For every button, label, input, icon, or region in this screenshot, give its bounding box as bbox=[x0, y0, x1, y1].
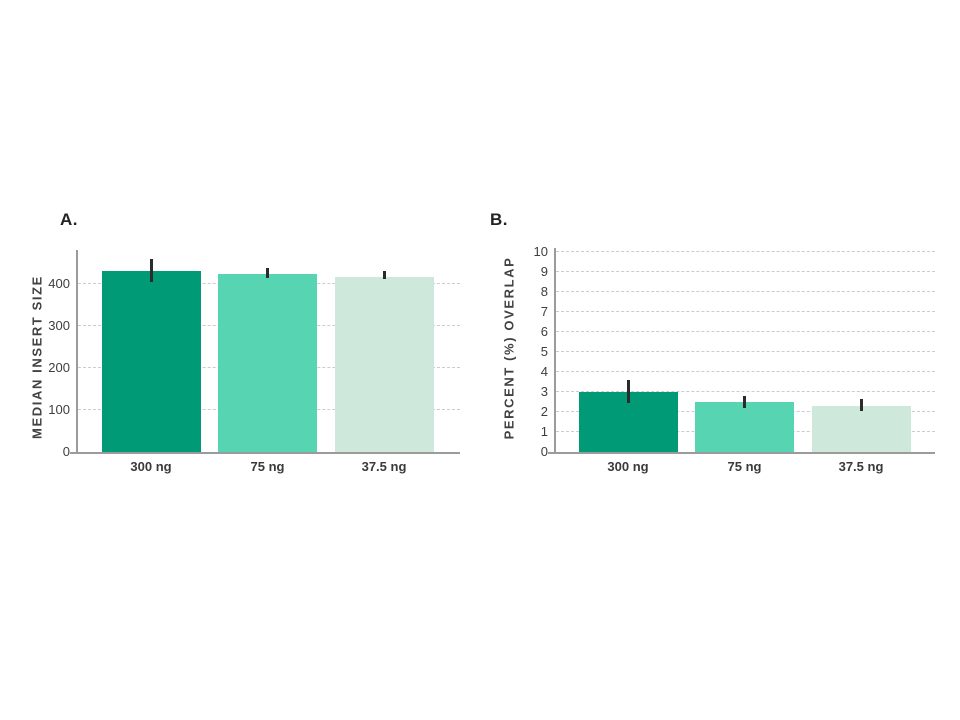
y-tick-label: 0 bbox=[62, 444, 70, 460]
y-tick-label: 100 bbox=[48, 402, 70, 418]
y-tick-label: 8 bbox=[540, 284, 548, 300]
gridline-y-6 bbox=[556, 331, 935, 332]
x-tick-label-37-5-ng: 37.5 ng bbox=[838, 459, 884, 474]
gridline-y-8 bbox=[556, 291, 935, 292]
bar-37-5-ng bbox=[811, 406, 911, 452]
gridline-y-10 bbox=[556, 251, 935, 252]
x-axis bbox=[548, 452, 935, 454]
x-tick-label-300-ng: 300 ng bbox=[130, 459, 172, 474]
y-tick-label: 5 bbox=[540, 344, 548, 360]
y-tick-label: 4 bbox=[540, 364, 548, 380]
bar-37-5-ng bbox=[334, 276, 434, 452]
y-tick-label: 400 bbox=[48, 275, 70, 291]
y-tick-label: 9 bbox=[540, 264, 548, 280]
x-tick-label-75-ng: 75 ng bbox=[727, 459, 762, 474]
y-axis bbox=[76, 250, 78, 452]
x-tick-label-37-5-ng: 37.5 ng bbox=[361, 459, 407, 474]
y-tick-label: 2 bbox=[540, 404, 548, 420]
y-tick-label: 300 bbox=[48, 317, 70, 333]
x-axis bbox=[70, 452, 460, 454]
gridline-y-5 bbox=[556, 351, 935, 352]
y-axis bbox=[554, 248, 556, 452]
y-tick-label: 10 bbox=[533, 244, 548, 260]
error-bar-75-ng bbox=[743, 396, 746, 408]
gridline-y-4 bbox=[556, 371, 935, 372]
gridline-y-3 bbox=[556, 391, 935, 392]
x-tick-label-300-ng: 300 ng bbox=[607, 459, 649, 474]
y-tick-label: 200 bbox=[48, 360, 70, 376]
y-tick-label: 7 bbox=[540, 304, 548, 320]
gridline-y-7 bbox=[556, 311, 935, 312]
y-tick-label: 6 bbox=[540, 324, 548, 340]
bar-75-ng bbox=[218, 273, 317, 452]
bar-75-ng bbox=[695, 402, 794, 452]
error-bar-37-5-ng bbox=[859, 399, 863, 411]
error-bar-300-ng bbox=[626, 380, 630, 403]
error-bar-37-5-ng bbox=[382, 271, 386, 280]
y-tick-label: 1 bbox=[540, 424, 548, 440]
gridline-y-9 bbox=[556, 271, 935, 272]
error-bar-75-ng bbox=[266, 268, 269, 279]
x-tick-label-75-ng: 75 ng bbox=[250, 459, 285, 474]
panel-label-a: A. bbox=[60, 210, 78, 229]
y-tick-label: 0 bbox=[540, 444, 548, 460]
error-bar-300-ng bbox=[149, 259, 153, 283]
panel-label-b: B. bbox=[490, 210, 508, 229]
y-tick-label: 3 bbox=[540, 384, 548, 400]
bar-300-ng bbox=[101, 271, 201, 452]
